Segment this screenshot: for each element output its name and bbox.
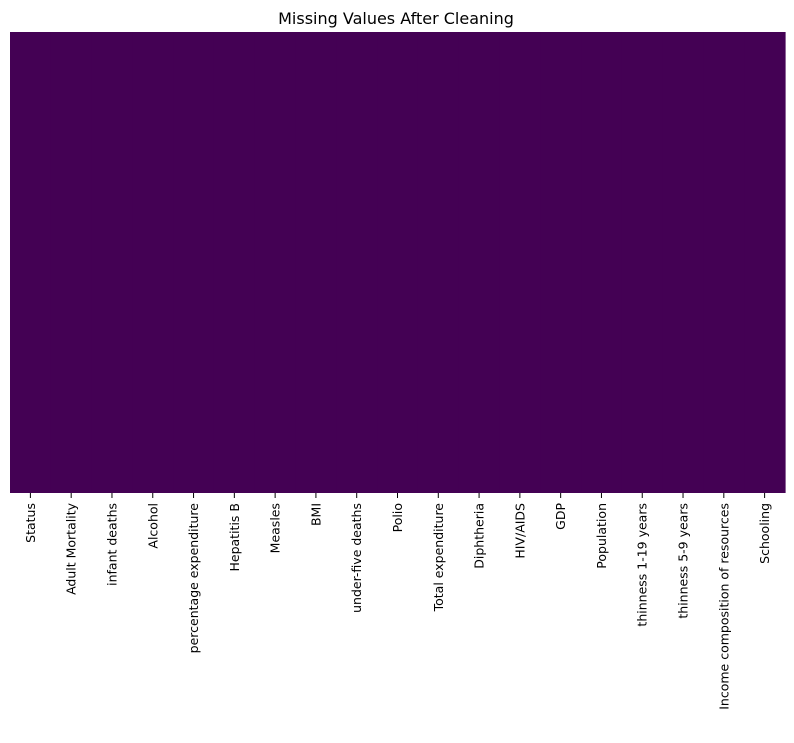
heatmap-column xyxy=(132,32,174,493)
plot-area xyxy=(10,32,786,493)
heatmap-column xyxy=(703,32,745,493)
x-tick-label: Income composition of resources xyxy=(716,503,731,710)
heatmap-column xyxy=(621,32,664,493)
heatmap-column xyxy=(10,32,52,493)
x-tick-label: Total expenditure xyxy=(431,503,446,613)
x-tick-label: Polio xyxy=(390,503,405,532)
chart-title: Missing Values After Cleaning xyxy=(278,9,514,28)
x-tick-label: Adult Mortality xyxy=(64,502,79,595)
heatmap-column xyxy=(377,32,419,493)
x-axis: Status Adult Mortality infant deaths Alcoho… xyxy=(23,493,772,710)
x-tick-label: Measles xyxy=(268,503,283,553)
x-tick-label: Schooling xyxy=(757,503,772,564)
x-tick-label: thinness 1-19 years xyxy=(635,503,650,627)
heatmap-column xyxy=(499,32,541,493)
heatmap-column xyxy=(744,32,786,493)
x-tick-label: BMI xyxy=(308,503,323,526)
x-tick-label: Alcohol xyxy=(145,503,160,549)
x-tick-label: infant deaths xyxy=(104,503,119,586)
heatmap-column xyxy=(50,32,93,493)
x-tick-label: Hepatitis B xyxy=(227,503,242,572)
x-tick-label: thinness 5-9 years xyxy=(676,503,691,619)
heatmap-column xyxy=(254,32,297,493)
x-tick-label: Population xyxy=(594,503,609,569)
heatmap-column xyxy=(91,32,133,493)
x-tick-label: Diphtheria xyxy=(472,503,487,569)
heatmap-column xyxy=(417,32,460,493)
heatmap-column xyxy=(540,32,582,493)
heatmap-column xyxy=(336,32,378,493)
x-tick-label: under-five deaths xyxy=(349,503,364,613)
x-tick-label: percentage expenditure xyxy=(186,503,201,654)
heatmap-column xyxy=(662,32,705,493)
x-tick-label: GDP xyxy=(553,503,568,530)
x-tick-label: Status xyxy=(23,503,38,543)
heatmap-column xyxy=(581,32,623,493)
heatmap-column xyxy=(213,32,256,493)
x-tick-label: HIV/AIDS xyxy=(512,503,527,559)
heatmap-column xyxy=(458,32,501,493)
heatmap-column xyxy=(173,32,215,493)
heatmap-column xyxy=(295,32,337,493)
